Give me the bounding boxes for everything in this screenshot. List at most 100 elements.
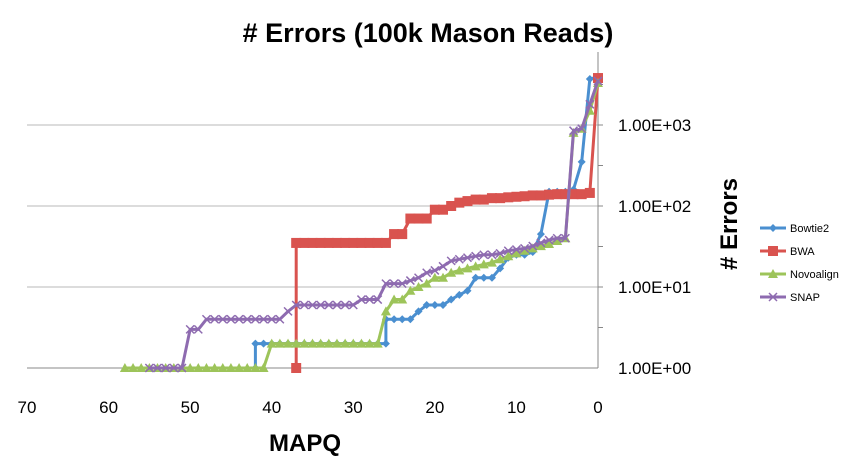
data-point <box>446 201 457 211</box>
data-point <box>479 250 489 260</box>
data-point <box>429 272 440 282</box>
data-point <box>209 363 220 372</box>
data-point <box>323 338 334 348</box>
data-point <box>348 338 359 348</box>
legend-label: SNAP <box>790 292 820 304</box>
data-point <box>552 235 563 245</box>
data-point <box>226 314 236 324</box>
data-point <box>495 248 505 258</box>
data-point <box>315 237 326 248</box>
data-point <box>414 307 423 316</box>
legend: Bowtie2 BWA Novoalign SNAP <box>760 223 839 304</box>
data-point <box>250 314 260 324</box>
data-point <box>470 261 481 271</box>
data-point <box>340 338 351 348</box>
data-point <box>373 295 383 305</box>
data-point <box>332 300 342 310</box>
data-point <box>535 190 546 201</box>
legend-item: Bowtie2 <box>760 223 829 235</box>
series-line <box>124 82 600 370</box>
series-layer <box>119 73 603 373</box>
data-point <box>495 254 506 264</box>
data-point <box>397 279 407 289</box>
data-point <box>405 213 416 224</box>
data-point <box>421 213 432 224</box>
data-point <box>323 237 334 248</box>
x-tick-label: 70 <box>18 398 37 417</box>
legend-item: Novoalign <box>760 269 839 281</box>
data-point <box>438 272 449 282</box>
y-tick-label: 1.00E+02 <box>618 197 691 216</box>
data-point <box>251 339 260 348</box>
data-point <box>259 339 268 348</box>
data-point <box>356 237 367 248</box>
data-point <box>218 314 228 324</box>
data-point <box>283 338 294 348</box>
gridlines <box>27 124 598 288</box>
data-point <box>519 245 530 255</box>
data-point <box>356 295 366 305</box>
data-point <box>161 363 171 373</box>
data-point <box>340 237 351 248</box>
data-point <box>250 363 261 372</box>
data-point <box>520 243 530 253</box>
data-point <box>511 191 522 202</box>
data-point <box>119 363 130 372</box>
data-point <box>447 295 456 304</box>
series-snap <box>144 76 603 373</box>
data-point <box>585 74 594 83</box>
data-point <box>503 251 514 261</box>
data-point <box>470 194 481 205</box>
data-point <box>397 229 408 240</box>
data-point <box>471 251 481 261</box>
data-point <box>372 237 383 248</box>
data-point <box>267 314 277 324</box>
data-point <box>585 99 595 109</box>
data-point <box>291 237 302 248</box>
series-line <box>149 80 600 370</box>
data-point <box>421 278 432 288</box>
x-tick-label: 30 <box>344 398 363 417</box>
data-point <box>381 339 390 348</box>
data-point <box>372 338 383 348</box>
data-point <box>462 253 473 263</box>
data-point <box>527 190 538 201</box>
data-point <box>503 192 514 203</box>
data-point <box>560 233 570 243</box>
axes <box>27 52 603 369</box>
legend-item: BWA <box>760 246 815 258</box>
data-point <box>201 363 212 372</box>
data-point <box>462 196 473 207</box>
data-point <box>422 300 431 309</box>
data-point <box>519 191 530 202</box>
data-point <box>429 204 440 215</box>
data-point <box>331 338 342 348</box>
data-point <box>463 286 472 295</box>
data-point <box>364 338 375 348</box>
data-point <box>471 273 480 282</box>
data-point <box>568 126 579 136</box>
data-point <box>283 306 293 316</box>
data-point <box>258 363 269 372</box>
y-tick-labels: 1.00E+00 1.00E+01 1.00E+02 1.00E+03 <box>618 116 691 378</box>
data-point <box>454 254 464 264</box>
data-point <box>577 157 586 166</box>
data-point <box>478 259 489 269</box>
legend-label: Bowtie2 <box>790 223 829 235</box>
data-point <box>544 235 554 245</box>
data-point <box>576 189 587 200</box>
data-point <box>193 324 203 334</box>
data-point <box>324 300 334 310</box>
data-point <box>144 363 154 373</box>
data-point <box>299 237 310 248</box>
data-point <box>307 300 318 310</box>
data-point <box>315 338 326 348</box>
data-point <box>217 363 228 372</box>
x-tick-label: 20 <box>425 398 444 417</box>
data-point <box>299 338 310 348</box>
data-point <box>438 204 449 215</box>
data-point <box>560 189 571 200</box>
data-point <box>768 269 778 278</box>
x-tick-labels: 70 60 50 40 30 20 10 0 <box>18 398 603 417</box>
